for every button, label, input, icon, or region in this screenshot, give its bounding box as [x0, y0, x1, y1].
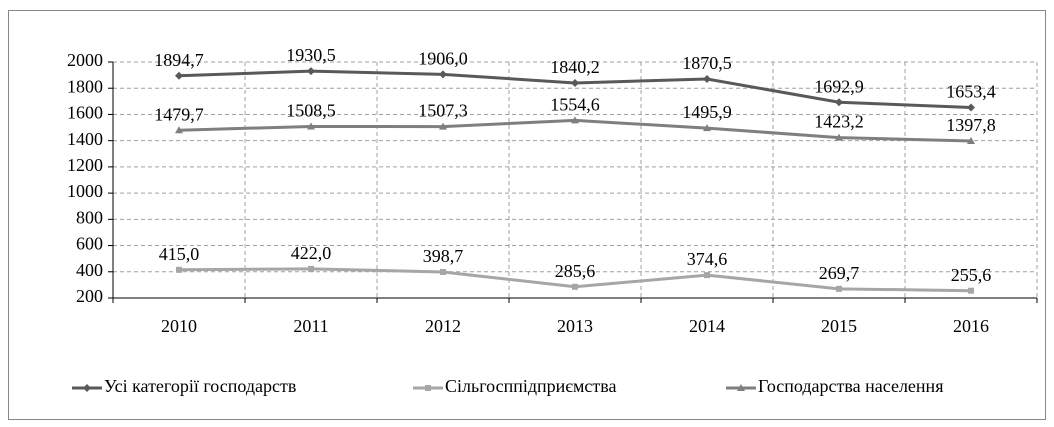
x-tick-label: 2015	[821, 316, 857, 336]
data-label: 269,7	[819, 263, 860, 283]
chart-frame	[8, 10, 1046, 420]
point	[835, 133, 843, 141]
point	[439, 122, 447, 130]
data-label: 1930,5	[286, 45, 336, 65]
x-tick-label: 2011	[293, 316, 328, 336]
x-tick-label: 2016	[953, 316, 989, 336]
point	[703, 74, 711, 83]
point	[175, 71, 183, 80]
data-label: 255,6	[951, 265, 992, 285]
y-tick-label: 400	[76, 260, 103, 280]
point	[836, 285, 842, 292]
y-tick-label: 600	[76, 234, 103, 254]
data-label: 1495,9	[682, 102, 732, 122]
point	[175, 126, 183, 134]
point	[967, 136, 975, 144]
point	[439, 70, 447, 79]
y-tick-label: 200	[76, 286, 103, 306]
data-label: 1653,4	[946, 82, 996, 102]
data-label: 285,6	[555, 261, 596, 281]
y-tick-label: 1800	[67, 76, 103, 96]
point	[308, 265, 314, 272]
point	[307, 122, 315, 130]
point	[571, 78, 579, 87]
point	[737, 384, 745, 391]
data-label: 1397,8	[946, 115, 996, 135]
y-tick-label: 800	[76, 207, 103, 227]
y-tick-label: 1600	[67, 103, 103, 123]
point	[968, 287, 974, 294]
data-label: 1507,3	[418, 101, 468, 121]
data-label: 422,0	[291, 243, 332, 263]
data-label: 1508,5	[286, 101, 336, 121]
data-label: 374,6	[687, 249, 728, 269]
x-tick-label: 2010	[161, 316, 197, 336]
point	[83, 384, 91, 392]
point	[572, 283, 578, 290]
legend-label: Господарства населення	[758, 376, 943, 396]
point	[703, 124, 711, 132]
y-tick-label: 1200	[67, 155, 103, 175]
x-tick-label: 2013	[557, 316, 593, 336]
data-label: 1423,2	[814, 112, 864, 132]
legend-label: Усі категорії господарств	[104, 376, 296, 396]
point	[307, 67, 315, 76]
point	[425, 385, 431, 391]
data-label: 1906,0	[418, 48, 468, 68]
x-tick-label: 2014	[689, 316, 725, 336]
legend-label: Сільгосппідприємства	[445, 376, 616, 396]
y-tick-label: 1400	[67, 129, 103, 149]
data-label: 1554,6	[550, 95, 600, 115]
data-label: 1692,9	[814, 76, 864, 96]
y-tick-label: 2000	[67, 50, 103, 70]
data-label: 1870,5	[682, 53, 732, 73]
point	[176, 266, 182, 273]
point	[571, 116, 579, 124]
data-label: 415,0	[159, 244, 200, 264]
y-tick-label: 1000	[67, 181, 103, 201]
point	[704, 272, 710, 279]
data-label: 1479,7	[154, 104, 204, 124]
point	[967, 103, 975, 112]
x-tick-label: 2012	[425, 316, 461, 336]
data-label: 1840,2	[550, 57, 600, 77]
data-label: 398,7	[423, 246, 464, 266]
point	[835, 98, 843, 107]
data-label: 1894,7	[154, 50, 204, 70]
point	[440, 268, 446, 275]
